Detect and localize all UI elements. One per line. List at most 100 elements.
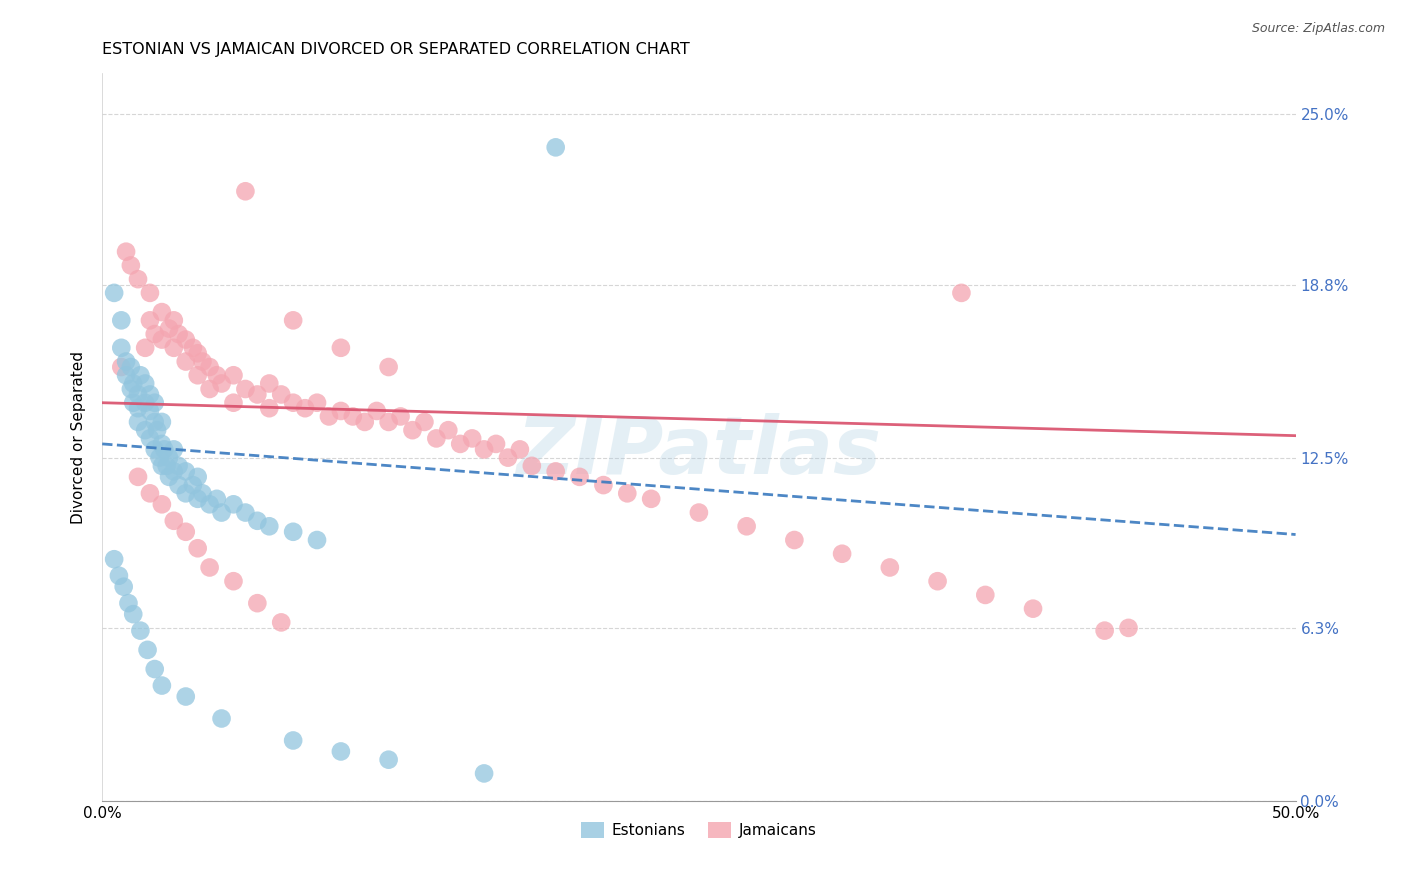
Point: [222, 368, 245, 383]
Point: [205, 491, 228, 506]
Point: [329, 341, 352, 355]
Point: [377, 359, 399, 374]
Point: [305, 533, 328, 547]
Point: [688, 506, 710, 520]
Point: [735, 519, 758, 533]
Point: [187, 368, 209, 383]
Point: [150, 415, 173, 429]
Point: [187, 491, 209, 506]
Point: [143, 662, 166, 676]
Point: [389, 409, 412, 424]
Point: [110, 359, 132, 374]
Point: [127, 415, 149, 429]
Point: [157, 450, 180, 465]
Point: [117, 596, 139, 610]
Point: [163, 442, 186, 457]
Point: [150, 679, 173, 693]
Point: [211, 711, 233, 725]
Point: [1118, 621, 1140, 635]
Point: [122, 376, 145, 391]
Point: [377, 415, 399, 429]
Point: [157, 321, 180, 335]
Point: [146, 423, 169, 437]
Point: [163, 313, 186, 327]
Point: [134, 376, 156, 391]
Point: [246, 514, 269, 528]
Point: [211, 376, 233, 391]
Point: [235, 506, 257, 520]
Point: [222, 574, 245, 589]
Point: [157, 470, 180, 484]
Point: [129, 624, 152, 638]
Point: [143, 415, 166, 429]
Point: [150, 333, 173, 347]
Point: [616, 486, 638, 500]
Point: [198, 382, 221, 396]
Point: [783, 533, 806, 547]
Point: [461, 431, 484, 445]
Point: [377, 753, 399, 767]
Text: ESTONIAN VS JAMAICAN DIVORCED OR SEPARATED CORRELATION CHART: ESTONIAN VS JAMAICAN DIVORCED OR SEPARAT…: [103, 42, 690, 57]
Point: [329, 404, 352, 418]
Point: [174, 464, 197, 478]
Point: [139, 387, 162, 401]
Point: [110, 341, 132, 355]
Point: [235, 382, 257, 396]
Point: [974, 588, 997, 602]
Point: [318, 409, 340, 424]
Y-axis label: Divorced or Separated: Divorced or Separated: [72, 351, 86, 524]
Point: [120, 359, 142, 374]
Point: [139, 313, 162, 327]
Point: [110, 313, 132, 327]
Point: [167, 327, 190, 342]
Point: [294, 401, 316, 416]
Point: [163, 464, 186, 478]
Point: [120, 259, 142, 273]
Point: [496, 450, 519, 465]
Point: [246, 387, 269, 401]
Point: [122, 395, 145, 409]
Point: [222, 497, 245, 511]
Point: [127, 470, 149, 484]
Point: [198, 497, 221, 511]
Point: [174, 486, 197, 500]
Point: [425, 431, 447, 445]
Point: [1094, 624, 1116, 638]
Point: [174, 354, 197, 368]
Point: [156, 458, 179, 473]
Point: [112, 580, 135, 594]
Point: [139, 404, 162, 418]
Point: [472, 442, 495, 457]
Point: [150, 458, 173, 473]
Point: [222, 395, 245, 409]
Point: [174, 333, 197, 347]
Point: [143, 327, 166, 342]
Point: [283, 313, 305, 327]
Point: [544, 464, 567, 478]
Point: [413, 415, 436, 429]
Point: [167, 478, 190, 492]
Point: [592, 478, 614, 492]
Point: [143, 395, 166, 409]
Point: [174, 524, 197, 539]
Point: [163, 341, 186, 355]
Point: [187, 470, 209, 484]
Point: [366, 404, 388, 418]
Point: [259, 376, 281, 391]
Point: [342, 409, 364, 424]
Point: [568, 470, 591, 484]
Point: [187, 541, 209, 556]
Point: [127, 272, 149, 286]
Point: [143, 442, 166, 457]
Point: [270, 387, 292, 401]
Point: [139, 285, 162, 300]
Point: [129, 368, 152, 383]
Point: [211, 506, 233, 520]
Point: [401, 423, 423, 437]
Point: [927, 574, 949, 589]
Point: [181, 478, 204, 492]
Point: [1022, 601, 1045, 615]
Point: [305, 395, 328, 409]
Point: [120, 382, 142, 396]
Point: [283, 524, 305, 539]
